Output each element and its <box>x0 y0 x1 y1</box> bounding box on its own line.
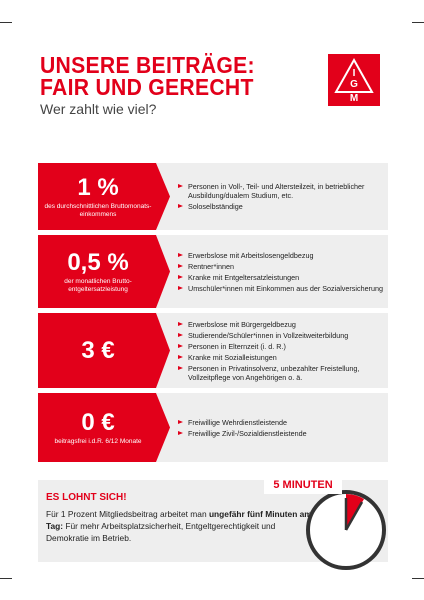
amount: 0,5 % <box>67 248 129 276</box>
amount: 1 % <box>77 173 119 201</box>
clock-label: 5 MINUTEN <box>273 479 332 491</box>
footer-text-part: Für 1 Prozent Mitgliedsbeitrag arbeitet … <box>46 509 209 519</box>
logo: I G M <box>328 54 380 106</box>
footer-text-part: Für mehr Arbeitsplatzsicherheit, Entgelt… <box>46 521 276 543</box>
amount: 3 € <box>81 336 115 364</box>
amount-box: 3 € <box>38 313 170 388</box>
list-item: Personen in Elternzeit (i. d. R.) <box>178 342 384 351</box>
footer-text: Für 1 Prozent Mitgliedsbeitrag arbeitet … <box>46 508 316 544</box>
amount: 0 € <box>81 408 115 436</box>
list-item: Erwerbslose mit Bürgergeldbezug <box>178 320 384 329</box>
list-item: Soloselbständige <box>178 202 384 211</box>
amount-box: 1 % des durchschnittlichen Bruttomonats-e… <box>38 163 170 230</box>
amount-box: 0,5 % der monatlichen Brutto-entgeltersat… <box>38 235 170 308</box>
crop-mark <box>412 578 424 579</box>
list-item: Personen in Voll-, Teil- und Altersteilz… <box>178 182 384 200</box>
list-item: Studierende/Schüler*innen in Vollzeitwei… <box>178 331 384 340</box>
logo-letter: G <box>350 79 358 90</box>
list-item: Personen in Privatinsolvenz, unbezahlter… <box>178 364 384 382</box>
footer-heading: ES LOHNT SICH! <box>46 492 127 503</box>
footer-box: ES LOHNT SICH! Für 1 Prozent Mitgliedsbe… <box>38 474 388 570</box>
list-item: Erwerbslose mit Arbeitslosengeldbezug <box>178 251 384 260</box>
logo-shape <box>334 57 374 93</box>
crop-mark <box>0 22 12 23</box>
title: UNSERE BEITRÄGE: FAIR UND GERECHT <box>40 52 255 100</box>
amount-note: der monatlichen Brutto-entgeltersatzleis… <box>64 277 132 293</box>
list-item: Freiwillige Zivil-/Sozialdienstleistende <box>178 429 384 438</box>
logo-background <box>328 54 380 106</box>
list-item: Freiwillige Wehrdienstleistende <box>178 418 384 427</box>
amount-note: des durchschnittlichen Bruttomonats-eink… <box>44 202 152 218</box>
item-list: Erwerbslose mit Arbeitslosengeldbezug Ren… <box>178 235 384 308</box>
list-item: Rentner*innen <box>178 262 384 271</box>
item-list: Freiwillige Wehrdienstleistende Freiwilli… <box>178 393 384 462</box>
item-list: Erwerbslose mit Bürgergeldbezug Studieren… <box>178 313 384 388</box>
title-line: FAIR UND GERECHT <box>40 74 254 100</box>
title-line: UNSERE BEITRÄGE: <box>40 52 255 78</box>
clock-label-bg <box>264 474 342 494</box>
footer-text-bold: ungefähr fünf Minuten am Tag: <box>46 509 312 531</box>
logo-letter: M <box>350 93 358 104</box>
subtitle: Wer zahlt wie viel? <box>40 101 157 117</box>
crop-mark <box>412 22 424 23</box>
item-list: Personen in Voll-, Teil- und Altersteilz… <box>178 163 384 230</box>
contribution-row: 1 % des durchschnittlichen Bruttomonats-e… <box>38 163 388 230</box>
clock-icon: 5 MINUTEN <box>264 474 386 570</box>
logo-letter: I <box>353 68 356 79</box>
contribution-row: 3 € Erwerbslose mit Bürgergeldbezug Studie… <box>38 313 388 388</box>
crop-mark <box>0 578 12 579</box>
clock-hand <box>344 501 364 531</box>
amount-note: beitragsfrei i.d.R. 6/12 Monate <box>54 437 142 445</box>
amount-box: 0 € beitragsfrei i.d.R. 6/12 Monate <box>38 393 170 462</box>
contribution-row: 0 € beitragsfrei i.d.R. 6/12 Monate Freiwi… <box>38 393 388 462</box>
contribution-row: 0,5 % der monatlichen Brutto-entgeltersat… <box>38 235 388 308</box>
list-item: Umschüler*innen mit Einkommen aus der So… <box>178 284 384 293</box>
list-item: Kranke mit Entgeltersatzleistungen <box>178 273 384 282</box>
list-item: Kranke mit Sozialleistungen <box>178 353 384 362</box>
